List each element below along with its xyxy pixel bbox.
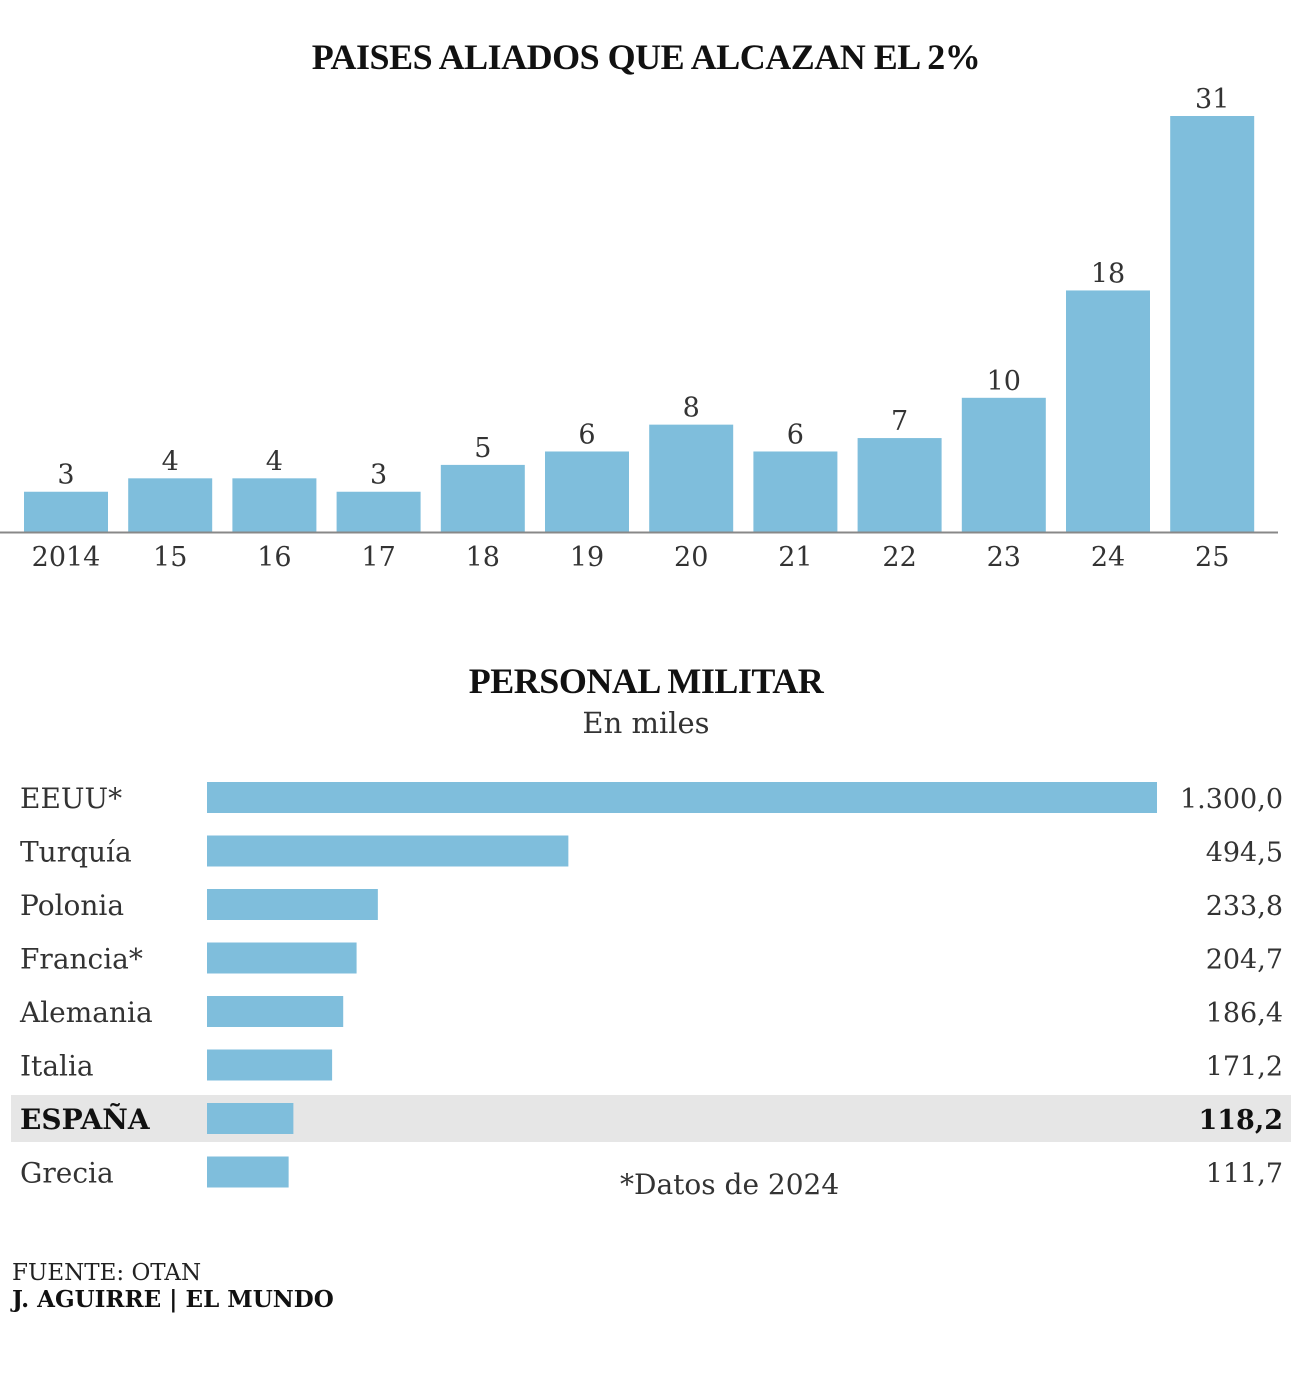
hbar-Alemania <box>207 996 344 1027</box>
hbar-Polonia <box>207 889 378 920</box>
hbar-value-label: 186,4 <box>1206 998 1283 1029</box>
hbar-value-label: 118,2 <box>1198 1105 1283 1136</box>
hbar-Francia* <box>207 942 357 974</box>
category-label: Polonia <box>20 889 124 922</box>
credit-note: J. AGUIRRE | EL MUNDO <box>12 1286 334 1313</box>
source-note: FUENTE: OTAN <box>12 1260 202 1286</box>
bar-value-label: 4 <box>266 446 283 477</box>
x-tick-label: 15 <box>153 542 187 573</box>
bar-value-label: 7 <box>891 406 908 437</box>
x-tick-label: 24 <box>1091 542 1125 573</box>
hbar-value-label: 171,2 <box>1206 1052 1283 1083</box>
chart1-title: PAISES ALIADOS QUE ALCAZAN EL 2% <box>311 37 981 77</box>
x-tick-label: 21 <box>778 542 812 573</box>
hbar-value-label: 1.300,0 <box>1180 784 1283 815</box>
chart2-title: PERSONAL MILITAR <box>468 661 824 701</box>
x-tick-label: 18 <box>466 542 500 573</box>
category-label: EEUU* <box>20 782 122 815</box>
x-tick-label: 20 <box>674 542 708 573</box>
hbar-value-label: 204,7 <box>1206 945 1283 976</box>
bar-22 <box>857 438 942 532</box>
bar-2014 <box>24 491 108 532</box>
hbar-ESPAÑA <box>207 1103 294 1134</box>
category-label: ESPAÑA <box>20 1103 151 1136</box>
x-tick-label: 22 <box>882 542 916 573</box>
category-label: Italia <box>20 1050 94 1083</box>
bar-value-label: 4 <box>162 446 179 477</box>
bar-20 <box>649 424 734 532</box>
hbar-Turquía <box>207 835 569 867</box>
chart2-note: *Datos de 2024 <box>620 1168 840 1201</box>
category-label: Alemania <box>19 996 153 1029</box>
category-label: Turquía <box>20 836 132 869</box>
highlight-row-bg <box>11 1095 1291 1142</box>
hbar-Grecia <box>207 1156 289 1188</box>
bar-value-label: 8 <box>683 393 700 424</box>
bar-value-label: 5 <box>474 433 491 464</box>
bar-25 <box>1170 116 1255 532</box>
hbar-value-label: 494,5 <box>1206 838 1283 869</box>
x-tick-label: 25 <box>1195 542 1229 573</box>
bar-value-label: 3 <box>57 460 74 491</box>
x-tick-label: 17 <box>361 542 395 573</box>
bar-value-label: 10 <box>987 366 1021 397</box>
hbar-EEUU* <box>207 782 1157 813</box>
x-tick-label: 16 <box>257 542 291 573</box>
hbar-value-label: 111,7 <box>1206 1159 1283 1190</box>
chart2-subtitle: En miles <box>582 706 710 740</box>
bar-value-label: 6 <box>787 419 804 450</box>
bar-23 <box>961 397 1046 532</box>
bar-19 <box>545 451 629 532</box>
bar-16 <box>232 478 317 532</box>
bar-24 <box>1066 290 1150 532</box>
bar-21 <box>753 451 838 532</box>
bar-18 <box>440 464 525 532</box>
x-tick-label: 19 <box>570 542 604 573</box>
hbar-Italia <box>207 1049 333 1081</box>
bar-value-label: 18 <box>1091 258 1125 289</box>
category-label: Grecia <box>20 1157 114 1190</box>
category-label: Francia* <box>20 943 143 976</box>
x-tick-label: 23 <box>987 542 1021 573</box>
hbar-value-label: 233,8 <box>1206 891 1283 922</box>
bar-value-label: 31 <box>1195 84 1229 115</box>
bar-17 <box>336 491 421 532</box>
x-tick-label: 2014 <box>32 542 101 573</box>
bar-value-label: 6 <box>578 419 595 450</box>
bar-value-label: 3 <box>370 460 387 491</box>
bar-15 <box>128 478 213 532</box>
